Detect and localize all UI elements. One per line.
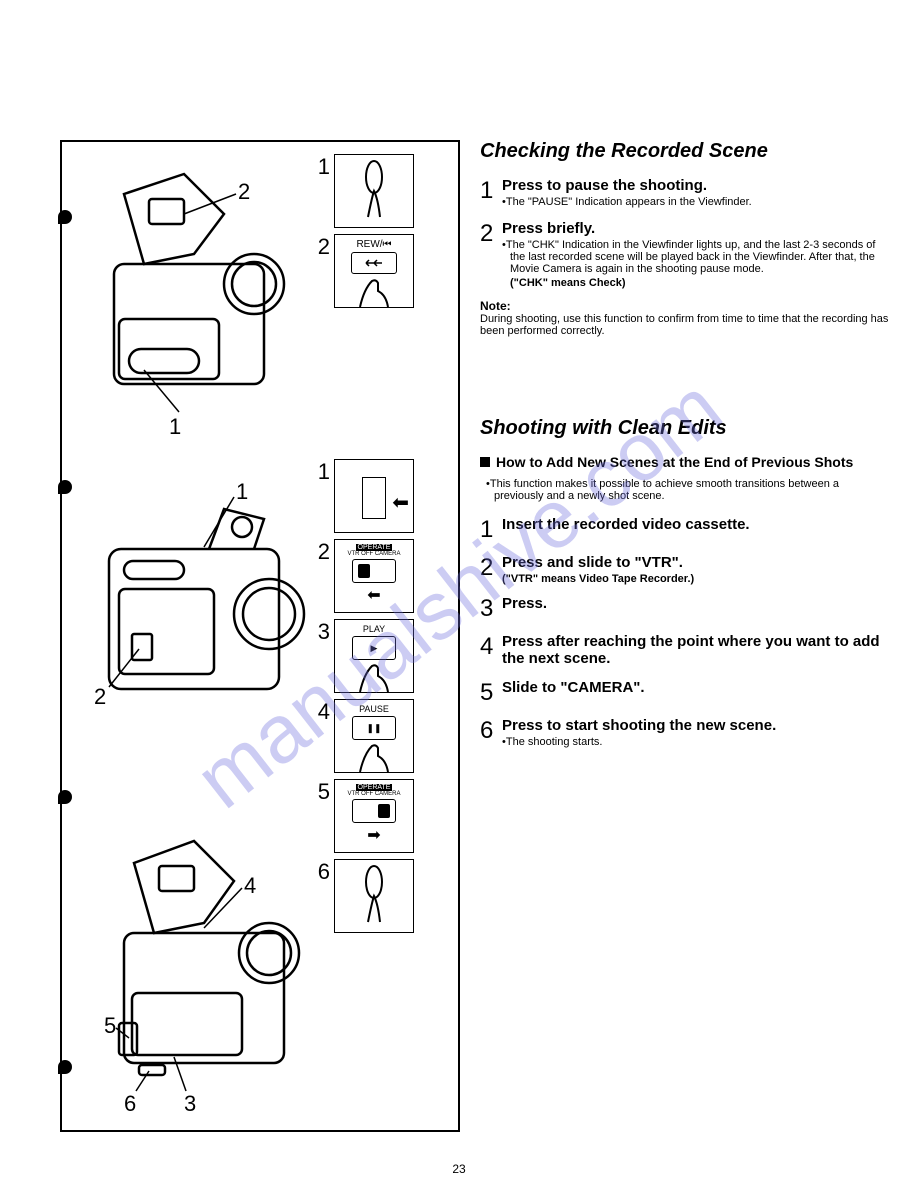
- step-heading: Press to start shooting the new scene.: [502, 717, 890, 734]
- operate-label: OPERATE: [356, 544, 393, 551]
- step-number: 2: [480, 220, 502, 248]
- step-number: 1: [480, 177, 502, 205]
- thumb-number: 2: [314, 539, 330, 565]
- thumb-number: 2: [314, 234, 330, 260]
- step-heading: Press and slide to "VTR".: [502, 554, 890, 571]
- step-heading: Slide to "CAMERA".: [502, 679, 890, 696]
- rewind-arrow-icon: [364, 258, 384, 268]
- step-heading: Press.: [502, 595, 890, 612]
- thumb-illustration: PAUSE ❚❚: [334, 699, 414, 773]
- thumb-illustration: PLAY ▶: [334, 619, 414, 693]
- step-heading: Insert the recorded video cassette.: [502, 516, 890, 533]
- button-press-icon: [354, 159, 394, 219]
- thumb-1: 1 ⬅: [314, 459, 414, 533]
- note-label: Note:: [480, 299, 890, 313]
- step-heading: Press to pause the shooting.: [502, 177, 890, 194]
- thumb-illustration: OPERATE VTR OFF CAMERA ➡: [334, 779, 414, 853]
- finger-icon: [356, 654, 392, 692]
- camera-illustration-3: 4 5 6 3: [74, 813, 334, 1118]
- thumb-illustration: OPERATE VTR OFF CAMERA ⬅: [334, 539, 414, 613]
- thumb-number: 3: [314, 619, 330, 645]
- operate-label: OPERATE: [356, 784, 393, 791]
- callout-lines-icon: [74, 813, 334, 1113]
- thumb-number: 1: [314, 154, 330, 180]
- subheading-text: How to Add New Scenes at the End of Prev…: [496, 454, 853, 470]
- step-1: 1 Press to pause the shooting. The "PAUS…: [480, 177, 890, 210]
- section-title-1: Checking the Recorded Scene: [480, 140, 890, 163]
- step-subnote: ("VTR" means Video Tape Recorder.): [502, 573, 890, 585]
- diagram-group-1: 2 1 1: [74, 154, 446, 439]
- thumb-2: 2 REW/⏮: [314, 234, 414, 308]
- arrow-right-icon: ➡: [367, 825, 380, 845]
- switch-icon: [352, 559, 396, 583]
- switch-icon: [352, 799, 396, 823]
- step-s2-4: 4 Press after reaching the point where y…: [480, 633, 890, 669]
- thumb-number: 1: [314, 459, 330, 485]
- section-title-2: Shooting with Clean Edits: [480, 417, 890, 440]
- step-heading: Press after reaching the point where you…: [502, 633, 890, 667]
- finger-icon: [356, 269, 392, 307]
- step-number: 3: [480, 595, 502, 623]
- thumb-number: 4: [314, 699, 330, 725]
- thumb-illustration: ⬅: [334, 459, 414, 533]
- manual-page: 2 1 1: [0, 0, 918, 1152]
- step-bullet: The "CHK" Indication in the Viewfinder l…: [502, 239, 890, 275]
- step-number: 5: [480, 679, 502, 707]
- pause-label: PAUSE: [359, 704, 389, 714]
- callout-lines-icon: [74, 154, 314, 434]
- step-number: 4: [480, 633, 502, 661]
- play-label: PLAY: [363, 624, 385, 634]
- step-s2-6: 6 Press to start shooting the new scene.…: [480, 717, 890, 750]
- thumb-2: 2 OPERATE VTR OFF CAMERA ⬅: [314, 539, 414, 613]
- rew-label: REW/⏮: [356, 239, 391, 250]
- thumb-illustration: [334, 154, 414, 228]
- step-bullet: The shooting starts.: [502, 736, 890, 748]
- camera-illustration-1: 2 1: [74, 154, 314, 439]
- thumb-number: 5: [314, 779, 330, 805]
- step-heading: Press briefly.: [502, 220, 890, 237]
- step-s2-2: 2 Press and slide to "VTR". ("VTR" means…: [480, 554, 890, 585]
- step-s2-5: 5 Slide to "CAMERA".: [480, 679, 890, 707]
- page-number: 23: [452, 1162, 465, 1176]
- step-number: 2: [480, 554, 502, 582]
- subheading: How to Add New Scenes at the End of Prev…: [480, 454, 890, 470]
- step-number: 1: [480, 516, 502, 544]
- square-bullet-icon: [480, 457, 490, 467]
- thumb-3: 3 PLAY ▶: [314, 619, 414, 693]
- thumb-4: 4 PAUSE ❚❚: [314, 699, 414, 773]
- step-number: 6: [480, 717, 502, 745]
- sub-bullet: This function makes it possible to achie…: [480, 478, 890, 502]
- thumb-illustration: REW/⏮: [334, 234, 414, 308]
- button-press-icon: [354, 864, 394, 924]
- camera-illustration-2: 1 2: [74, 459, 314, 739]
- switch-label: VTR OFF CAMERA: [347, 791, 400, 797]
- step-bold-note: ("CHK" means Check): [502, 277, 890, 289]
- step-bullet: The "PAUSE" Indication appears in the Vi…: [502, 196, 890, 208]
- switch-label: VTR OFF CAMERA: [347, 551, 400, 557]
- finger-icon: [356, 734, 392, 772]
- diagram-panel: 2 1 1: [60, 140, 460, 1132]
- arrow-left-icon: ⬅: [392, 490, 409, 515]
- thumb-1: 1: [314, 154, 414, 228]
- instructions-column: Checking the Recorded Scene 1 Press to p…: [460, 140, 890, 1132]
- step-2: 2 Press briefly. The "CHK" Indication in…: [480, 220, 890, 289]
- step-s2-3: 3 Press.: [480, 595, 890, 623]
- arrow-left-icon: ⬅: [367, 585, 380, 605]
- note-body: During shooting, use this function to co…: [480, 313, 890, 337]
- callout-lines-icon: [74, 459, 314, 739]
- step-s2-1: 1 Insert the recorded video cassette.: [480, 516, 890, 544]
- cassette-icon: [362, 477, 386, 519]
- thumb-illustration: [334, 859, 414, 933]
